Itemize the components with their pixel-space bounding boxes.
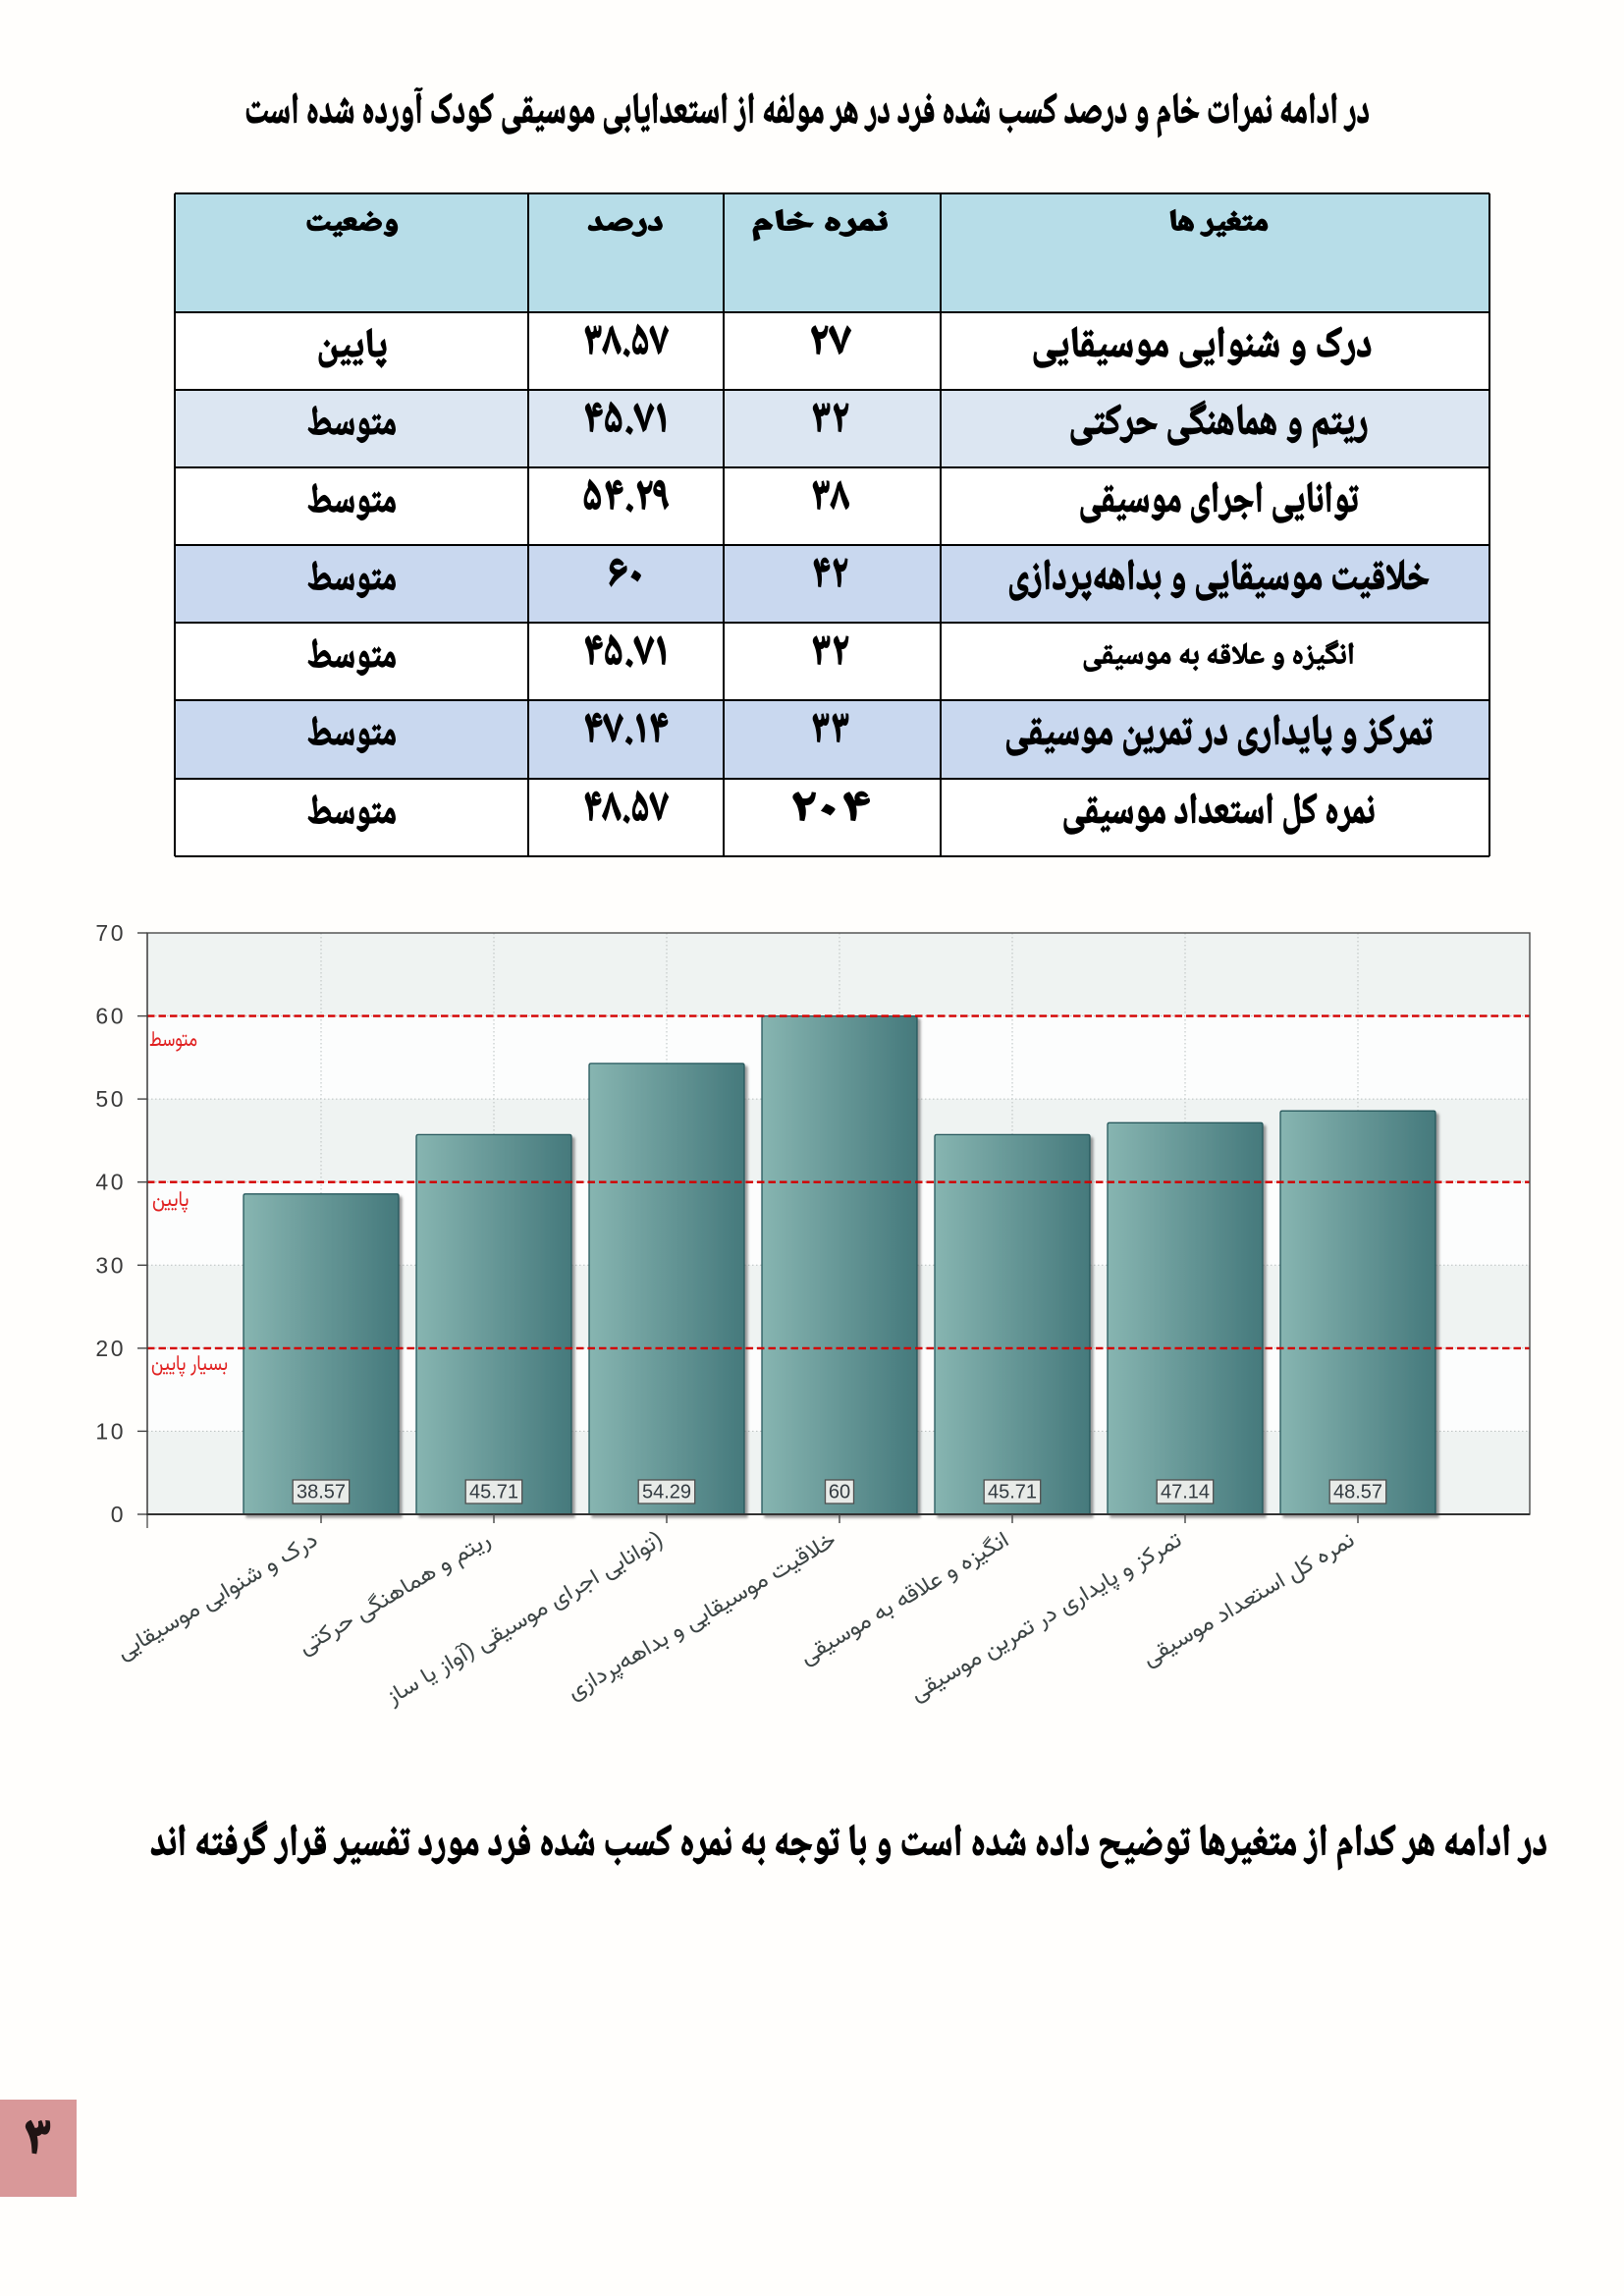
svg-text:40: 40 (95, 1170, 126, 1195)
svg-text:0: 0 (111, 1502, 126, 1527)
svg-text:30: 30 (95, 1252, 126, 1278)
svg-text:70: 70 (95, 920, 126, 946)
svg-text:54.29: 54.29 (642, 1482, 691, 1503)
svg-text:60: 60 (95, 1004, 126, 1029)
svg-text:50: 50 (95, 1086, 126, 1112)
svg-text:38.57: 38.57 (297, 1482, 346, 1503)
svg-text:20: 20 (95, 1336, 126, 1361)
svg-text:60: 60 (829, 1482, 850, 1503)
svg-text:47.14: 47.14 (1161, 1482, 1210, 1503)
svg-text:45.71: 45.71 (469, 1482, 518, 1503)
svg-text:48.57: 48.57 (1333, 1482, 1382, 1503)
svg-text:45.71: 45.71 (988, 1482, 1037, 1503)
svg-text:10: 10 (95, 1418, 126, 1444)
